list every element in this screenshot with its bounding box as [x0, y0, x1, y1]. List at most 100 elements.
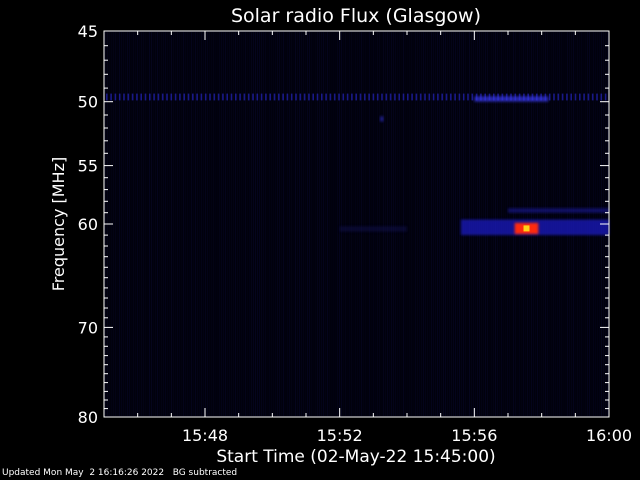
noise-streak: [197, 32, 198, 416]
noise-streak: [437, 32, 438, 416]
noise-streak: [177, 32, 178, 416]
noise-streak: [441, 32, 442, 416]
noise-streak: [227, 32, 228, 416]
noise-streak: [449, 32, 450, 416]
noise-streak: [123, 32, 124, 416]
feature-dot: [548, 93, 551, 101]
noise-streak: [373, 32, 374, 416]
noise-streak: [391, 32, 392, 416]
noise-streak: [271, 32, 272, 416]
y-tick-label: 80: [78, 408, 98, 427]
noise-streak: [415, 32, 416, 416]
noise-streak: [453, 32, 454, 416]
feature-dot: [161, 93, 164, 101]
noise-streak: [121, 32, 122, 416]
noise-streak: [375, 32, 376, 416]
feature-dot: [196, 93, 198, 101]
noise-streak: [433, 32, 434, 416]
feature-dot: [230, 93, 233, 101]
feature-dot: [316, 93, 319, 101]
feature-dot: [131, 93, 134, 101]
emission-features: [106, 93, 609, 236]
noise-streak: [117, 32, 118, 416]
feature-dot: [398, 93, 400, 101]
noise-streak: [155, 32, 156, 416]
noise-streak: [405, 32, 406, 416]
feature-dot: [441, 93, 443, 101]
noise-streak: [403, 32, 404, 416]
feature-dot: [118, 93, 121, 101]
feature-dot: [303, 93, 306, 101]
noise-streak: [365, 32, 366, 416]
noise-streak: [157, 32, 158, 416]
noise-streak: [393, 32, 394, 416]
y-axis: 45 50 55 60 70 80: [78, 22, 609, 427]
y-tick-label: 60: [78, 215, 98, 234]
noise-streak: [151, 32, 152, 416]
noise-streak: [377, 32, 378, 416]
noise-streak: [413, 32, 414, 416]
noise-streak: [127, 32, 128, 416]
feature-dot: [153, 93, 155, 101]
noise-streak: [447, 32, 448, 416]
noise-streak: [297, 32, 298, 416]
noise-streak: [233, 32, 234, 416]
feature-dot: [596, 93, 598, 101]
noise-streak: [301, 32, 302, 416]
feature-dot: [209, 93, 211, 101]
feature-dot: [428, 93, 431, 101]
feature-dot: [376, 93, 379, 101]
feature-dot: [591, 93, 594, 101]
noise-streak: [341, 32, 342, 416]
noise-streak: [279, 32, 280, 416]
noise-streak: [135, 32, 136, 416]
noise-streak: [171, 32, 172, 416]
noise-streak: [191, 32, 192, 416]
noise-streak: [225, 32, 226, 416]
feature-dot: [364, 93, 366, 101]
x-tick-label: 15:56: [451, 426, 497, 445]
feature-dot: [183, 93, 185, 101]
noise-streak: [143, 32, 144, 416]
noise-streak: [309, 32, 310, 416]
noise-streak: [217, 32, 218, 416]
noise-streak: [319, 32, 320, 416]
noise-streak: [439, 32, 440, 416]
noise-streak: [345, 32, 346, 416]
noise-streak: [303, 32, 304, 416]
feature-dot: [217, 93, 220, 101]
noise-streak: [369, 32, 370, 416]
feature-dot: [458, 93, 461, 101]
feature-dot: [346, 93, 349, 101]
emission-feature: [380, 116, 384, 122]
x-tick-label: 15:52: [317, 426, 363, 445]
emission-feature: [339, 226, 407, 232]
y-tick-label: 45: [78, 22, 98, 41]
feature-dot: [561, 93, 564, 101]
feature-dot: [321, 93, 323, 101]
noise-streak: [421, 32, 422, 416]
x-axis-label: Start Time (02-May-22 15:45:00): [216, 447, 495, 467]
noise-streak: [457, 32, 458, 416]
feature-dot: [467, 93, 469, 101]
feature-dot: [385, 93, 388, 101]
feature-dot: [570, 93, 572, 101]
noise-streak: [131, 32, 132, 416]
noise-streak: [367, 32, 368, 416]
feature-dot: [192, 93, 194, 101]
noise-streak: [235, 32, 236, 416]
noise-streak: [459, 32, 460, 416]
noise-streak: [371, 32, 372, 416]
feature-dot: [187, 93, 190, 101]
feature-dot: [566, 93, 568, 101]
noise-streak: [241, 32, 242, 416]
noise-streak: [259, 32, 260, 416]
noise-streak: [331, 32, 332, 416]
noise-streak: [169, 32, 170, 416]
noise-streak: [435, 32, 436, 416]
noise-streak: [133, 32, 134, 416]
noise-streak: [283, 32, 284, 416]
feature-dot: [351, 93, 353, 101]
noise-streak: [239, 32, 240, 416]
feature-dot: [450, 93, 452, 101]
